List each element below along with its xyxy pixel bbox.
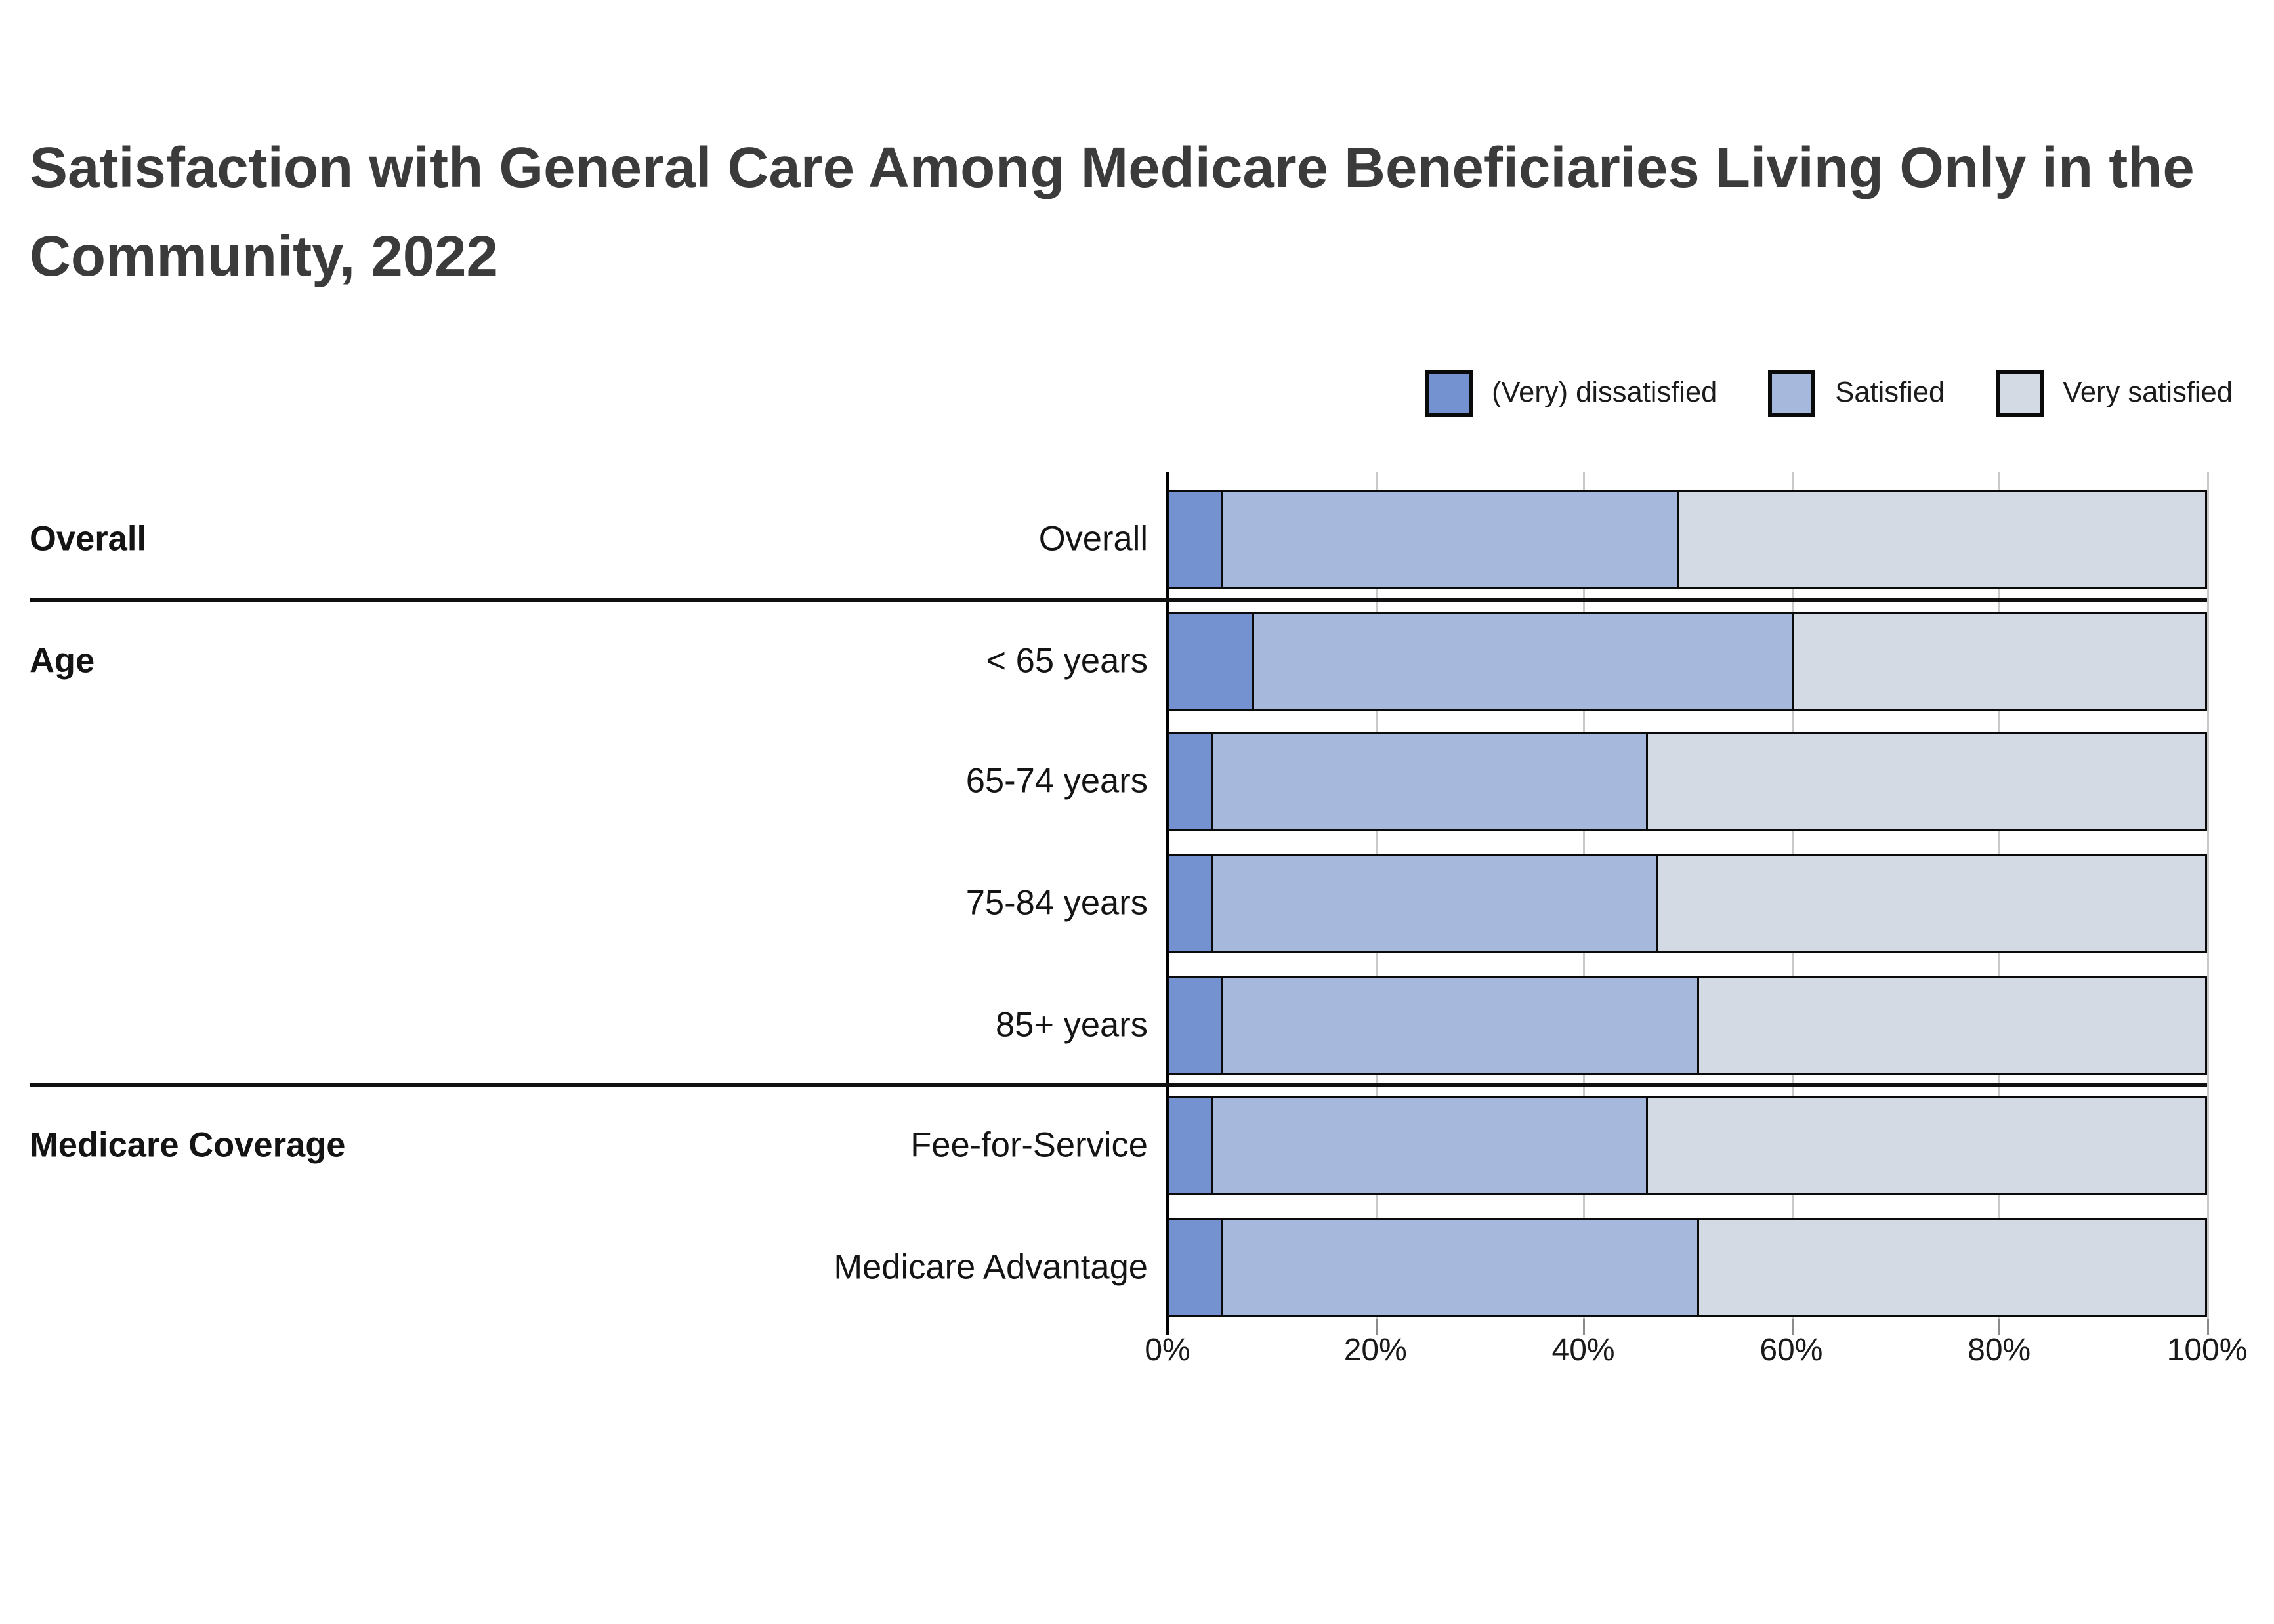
x-axis-tick-label: 0%	[1145, 1335, 1190, 1368]
axis-tick	[1791, 1319, 1794, 1335]
table-row: Medicare Advantage	[0, 1207, 2274, 1328]
bar-segment-very-satisfied	[1697, 977, 2205, 1072]
bar-segment-very-satisfied	[1677, 491, 2205, 587]
table-row: 65-74 years	[0, 721, 2274, 843]
chart-title: Satisfaction with General Care Among Med…	[30, 138, 2195, 289]
bar-segment-dissatisfied	[1169, 977, 1221, 1072]
stacked-bar	[1168, 611, 2207, 710]
bar-segment-dissatisfied	[1169, 1220, 1221, 1315]
bar-segment-satisfied	[1211, 734, 1646, 829]
bar-segment-satisfied	[1252, 613, 1791, 708]
bar-segment-dissatisfied	[1169, 1098, 1211, 1194]
bar-segment-very-satisfied	[1645, 1098, 2205, 1194]
legend-label: Satisfied	[1835, 378, 1945, 409]
bar-segment-very-satisfied	[1645, 734, 2205, 829]
chart-area: Overall Overall Age < 65 years 65-74 years 75…	[0, 472, 2274, 1384]
bar-segment-very-satisfied	[1790, 613, 2205, 708]
legend-swatch-icon	[1768, 370, 1816, 417]
x-axis-tick-label: 80%	[1968, 1335, 2031, 1368]
table-row: Medicare Coverage Fee-for-Service	[0, 1085, 2274, 1207]
x-axis-tick-label: 100%	[2166, 1335, 2248, 1368]
bar-segment-satisfied	[1221, 491, 1677, 587]
table-row: Age < 65 years	[0, 600, 2274, 721]
x-axis-tick-label: 20%	[1343, 1335, 1407, 1368]
stacked-bar	[1168, 1218, 2207, 1317]
group-label: Age	[30, 640, 95, 680]
legend-swatch-icon	[1425, 370, 1473, 417]
legend-swatch-icon	[1996, 370, 2044, 417]
chart-rows: Overall Overall Age < 65 years 65-74 years 75…	[0, 478, 2274, 1328]
bar-segment-very-satisfied	[1656, 856, 2205, 951]
row-label: < 65 years	[986, 640, 1148, 680]
axis-tick	[1999, 1319, 2002, 1335]
bar-segment-dissatisfied	[1169, 856, 1211, 951]
stacked-bar	[1168, 1096, 2207, 1196]
bar-segment-very-satisfied	[1697, 1220, 2205, 1315]
axis-tick	[1166, 1319, 1169, 1335]
bar-segment-dissatisfied	[1169, 491, 1221, 587]
axis-tick	[1375, 1319, 1378, 1335]
row-label: Fee-for-Service	[910, 1125, 1148, 1165]
group-label: Overall	[30, 518, 147, 558]
legend-label: (Very) dissatisfied	[1492, 378, 1717, 409]
row-label: Overall	[1038, 518, 1148, 558]
table-row: Overall Overall	[0, 478, 2274, 602]
row-label: Medicare Advantage	[833, 1247, 1148, 1287]
legend-item: Satisfied	[1768, 370, 1945, 417]
bar-segment-dissatisfied	[1169, 613, 1253, 708]
legend-label: Very satisfied	[2063, 378, 2233, 409]
gridline	[2207, 472, 2209, 1319]
axis-tick	[1583, 1319, 1586, 1335]
bar-segment-satisfied	[1221, 1220, 1698, 1315]
bar-segment-satisfied	[1221, 977, 1698, 1072]
group-label: Medicare Coverage	[30, 1125, 346, 1165]
stacked-bar	[1168, 489, 2207, 589]
bar-segment-satisfied	[1211, 1098, 1646, 1194]
table-row: 85+ years	[0, 964, 2274, 1087]
stacked-bar	[1168, 732, 2207, 831]
bar-segment-dissatisfied	[1169, 734, 1211, 829]
x-axis-labels: 0% 20% 40% 60% 80% 100%	[1145, 1335, 2247, 1382]
row-label: 65-74 years	[965, 761, 1148, 801]
stacked-bar	[1168, 854, 2207, 953]
x-axis-tick-label: 40%	[1551, 1335, 1615, 1368]
legend: (Very) dissatisfied Satisfied Very satisfi…	[0, 370, 2233, 417]
legend-item: (Very) dissatisfied	[1425, 370, 1717, 417]
axis-tick	[2207, 1319, 2209, 1335]
row-label: 85+ years	[995, 1004, 1148, 1044]
x-axis-tick-label: 60%	[1759, 1335, 1823, 1368]
legend-item: Very satisfied	[1996, 370, 2233, 417]
bar-segment-satisfied	[1211, 856, 1656, 951]
stacked-bar	[1168, 975, 2207, 1074]
row-label: 75-84 years	[965, 883, 1148, 923]
table-row: 75-84 years	[0, 843, 2274, 964]
